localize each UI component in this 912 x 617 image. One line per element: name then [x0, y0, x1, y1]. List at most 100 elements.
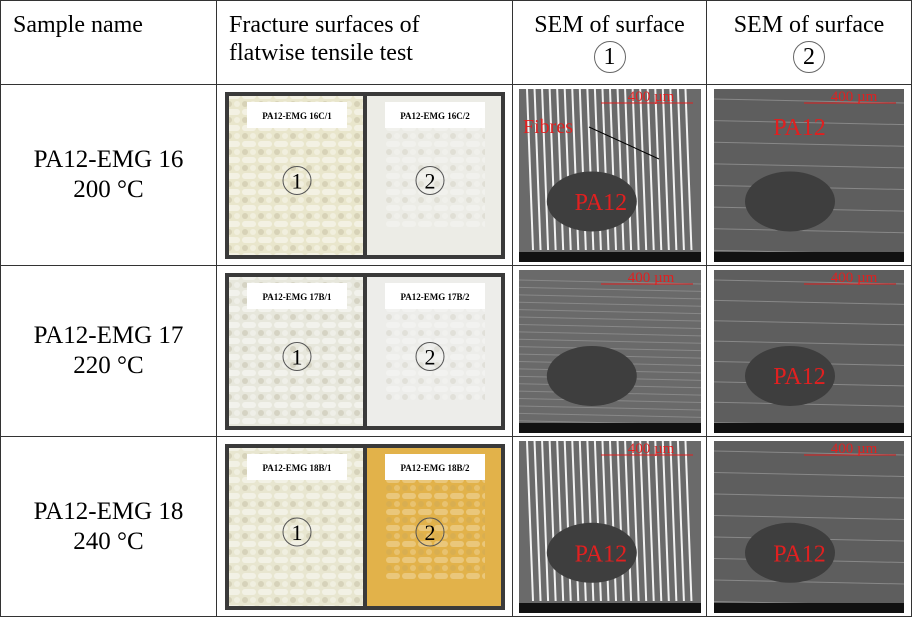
sem-fibre	[653, 440, 662, 601]
sample-text: 200 °C	[73, 176, 144, 203]
label-card	[384, 282, 485, 309]
sem-texture	[518, 323, 701, 329]
sem-cell: 400 µm PA12	[706, 265, 912, 437]
sem-image: 400 µm PA12	[518, 440, 701, 613]
header-cell: SEM of surface 2	[706, 0, 912, 85]
sem-texture	[518, 293, 701, 299]
label-card	[246, 453, 347, 480]
annotation: PA12	[773, 541, 825, 567]
annotation: PA12	[773, 364, 825, 390]
header-cell: Sample name	[0, 0, 217, 85]
sem-fibre	[540, 440, 549, 601]
label-card	[384, 453, 485, 480]
specimen-photo: PA12-EMG 18B/1 PA12-EMG 18B/2 1 2	[224, 443, 505, 610]
sem-image: 400 µm PA12	[714, 88, 904, 262]
specimen-right-weave	[384, 121, 485, 229]
sem-fibre	[676, 440, 685, 601]
sem-fibre	[683, 88, 692, 250]
marker-text: 2	[424, 520, 435, 545]
marker-circle	[415, 165, 444, 195]
header-text: Sample name	[13, 12, 143, 38]
label-card	[246, 282, 347, 309]
header-text: SEM of surface	[733, 12, 885, 38]
sem-fibre	[638, 440, 647, 601]
sem-image: 400 µm PA12	[714, 440, 904, 613]
sem-texture	[518, 412, 701, 418]
photo-cell: PA12-EMG 17B/1 PA12-EMG 17B/2 1 2	[216, 265, 513, 437]
header-row: Sample name Fracture surfaces of flatwise …	[0, 0, 912, 85]
sem-cell: 400 µm PA12	[706, 436, 912, 617]
sem-fibre	[540, 88, 549, 250]
header-cell: Fracture surfaces of flatwise tensile tes…	[216, 0, 513, 85]
sem-fibre	[525, 88, 534, 250]
data-row: PA12-EMG 18 240 °C PA12-EMG 18B/1 PA12-EMG …	[0, 436, 912, 617]
sem-fibre	[533, 440, 542, 601]
marker-circle	[282, 517, 311, 546]
marker-circle	[415, 341, 444, 371]
data-row: PA12-EMG 16 200 °C PA12-EMG 16C/1 PA12-EMG …	[0, 84, 912, 266]
label-text: PA12-EMG 16C/2	[400, 111, 470, 121]
sem-texture	[714, 227, 904, 233]
scale-text: 400 µm	[831, 89, 878, 105]
sem-cell: 400 µm	[512, 265, 707, 437]
label-card	[246, 101, 347, 128]
sem-texture	[714, 471, 904, 477]
marker-text: 1	[291, 168, 302, 193]
sem-texture	[714, 141, 904, 147]
label-text: PA12-EMG 16C/1	[262, 111, 332, 121]
sem-texture	[714, 450, 904, 455]
sem-fibre	[653, 88, 662, 250]
sem-texture	[714, 340, 904, 346]
sem-texture	[714, 319, 904, 325]
sem-texture	[714, 98, 904, 103]
marker-text: 1	[291, 344, 302, 369]
label-card	[384, 101, 485, 128]
label-text: PA12-EMG 17B/1	[262, 292, 332, 302]
sample-text: PA12-EMG 16	[33, 146, 184, 173]
marker-text: 2	[424, 344, 435, 369]
sem-fibre	[661, 440, 670, 601]
sample-text: PA12-EMG 17	[33, 322, 184, 349]
sem-fibre	[668, 88, 677, 250]
sem-image: 400 µm Fibres PA12	[518, 88, 701, 262]
scale-text: 400 µm	[831, 270, 878, 286]
sem-texture	[714, 162, 904, 168]
photo-cell: PA12-EMG 16C/1 PA12-EMG 16C/2 1 2	[216, 84, 513, 266]
sem-fibre	[646, 88, 655, 250]
sem-texture	[714, 279, 904, 284]
sem-fibre	[631, 88, 640, 250]
annotation: Fibres	[523, 116, 573, 138]
sem-fibre	[631, 440, 640, 601]
sem-databar	[714, 251, 904, 262]
header-text: Fracture surfaces of	[229, 12, 420, 38]
specimen-photo: PA12-EMG 16C/1 PA12-EMG 16C/2 1 2	[224, 91, 505, 259]
sem-fibre	[623, 88, 632, 250]
sample-text: PA12-EMG 18	[33, 497, 184, 525]
marker-text: 1	[291, 520, 302, 545]
sem-texture	[518, 286, 701, 292]
sem-texture	[714, 493, 904, 498]
sem-matrix	[745, 345, 835, 406]
sem-fibre	[668, 440, 677, 601]
sem-matrix	[546, 170, 637, 231]
sem-fibre	[638, 88, 647, 250]
sem-texture	[714, 579, 904, 584]
sem-fibre	[533, 88, 542, 250]
sem-fibre	[623, 440, 632, 601]
sem-texture	[518, 330, 701, 336]
sem-texture	[518, 404, 701, 410]
sem-texture	[714, 119, 904, 125]
header-cell: SEM of surface 1	[512, 0, 707, 85]
sem-texture	[714, 299, 904, 305]
sem-fibre	[661, 88, 670, 250]
sample-text: 220 °C	[73, 352, 144, 379]
sem-databar	[714, 602, 904, 613]
marker-circle	[282, 165, 311, 195]
specimen-right-weave	[384, 302, 485, 400]
sem-fibre	[676, 88, 685, 250]
annotation: PA12	[574, 190, 626, 216]
sample-cell: PA12-EMG 16 200 °C	[0, 84, 217, 266]
